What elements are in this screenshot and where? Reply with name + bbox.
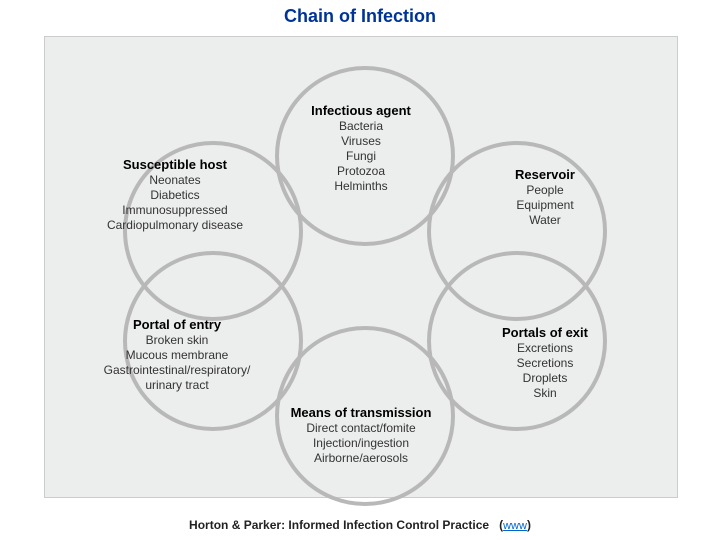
- node-infectious-agent: Infectious agentBacteriaVirusesFungiProt…: [271, 103, 451, 194]
- node-item: Gastrointestinal/respiratory/: [72, 363, 282, 378]
- node-item: Viruses: [271, 134, 451, 149]
- node-means-of-transmission: Means of transmissionDirect contact/fomi…: [251, 405, 471, 466]
- page-title: Chain of Infection: [0, 0, 720, 27]
- node-item: urinary tract: [72, 378, 282, 393]
- node-item: Direct contact/fomite: [251, 421, 471, 436]
- node-heading: Portal of entry: [72, 317, 282, 333]
- node-item: Fungi: [271, 149, 451, 164]
- node-item: Injection/ingestion: [251, 436, 471, 451]
- node-portal-of-entry: Portal of entryBroken skinMucous membran…: [72, 317, 282, 393]
- citation-text: Horton & Parker: Informed Infection Cont…: [189, 518, 489, 532]
- node-item: Water: [460, 213, 630, 228]
- node-item: Equipment: [460, 198, 630, 213]
- chain-diagram: Infectious agentBacteriaVirusesFungiProt…: [44, 36, 678, 498]
- node-item: Cardiopulmonary disease: [65, 218, 285, 233]
- node-item: Bacteria: [271, 119, 451, 134]
- node-item: Mucous membrane: [72, 348, 282, 363]
- node-heading: Infectious agent: [271, 103, 451, 119]
- node-heading: Susceptible host: [65, 157, 285, 173]
- node-item: Protozoa: [271, 164, 451, 179]
- node-item: Broken skin: [72, 333, 282, 348]
- node-item: Neonates: [65, 173, 285, 188]
- source-link[interactable]: www: [503, 520, 527, 532]
- node-heading: Reservoir: [460, 167, 630, 183]
- node-item: Airborne/aerosols: [251, 451, 471, 466]
- node-heading: Means of transmission: [251, 405, 471, 421]
- node-heading: Portals of exit: [460, 325, 630, 341]
- node-item: People: [460, 183, 630, 198]
- node-susceptible-host: Susceptible hostNeonatesDiabeticsImmunos…: [65, 157, 285, 233]
- node-item: Excretions: [460, 341, 630, 356]
- footer: Horton & Parker: Informed Infection Cont…: [0, 518, 720, 532]
- node-item: Helminths: [271, 179, 451, 194]
- node-item: Immunosuppressed: [65, 203, 285, 218]
- node-reservoir: ReservoirPeopleEquipmentWater: [460, 167, 630, 228]
- node-item: Diabetics: [65, 188, 285, 203]
- node-item: Skin: [460, 386, 630, 401]
- node-item: Droplets: [460, 371, 630, 386]
- page: Chain of Infection Infectious agentBacte…: [0, 0, 720, 540]
- node-portals-of-exit: Portals of exitExcretionsSecretionsDropl…: [460, 325, 630, 401]
- node-item: Secretions: [460, 356, 630, 371]
